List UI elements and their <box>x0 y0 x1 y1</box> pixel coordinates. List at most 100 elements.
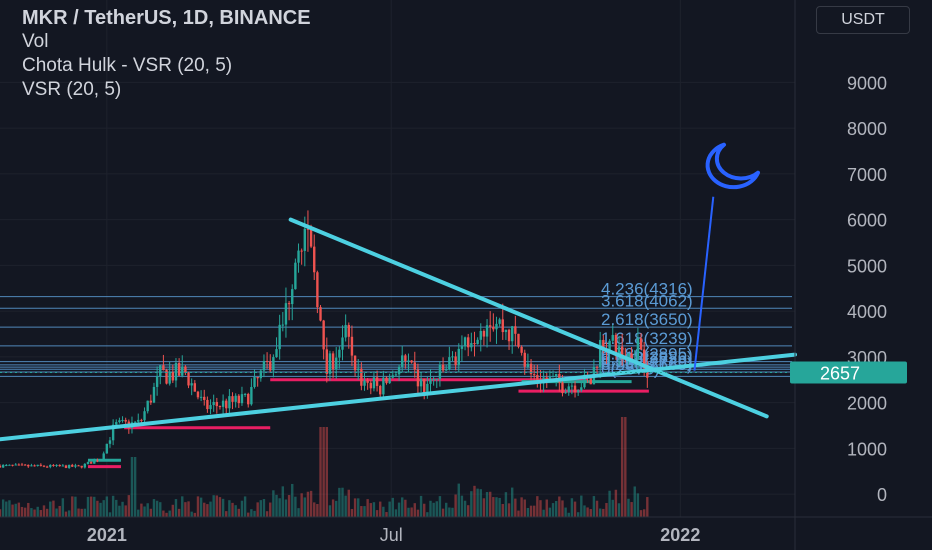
candle-body <box>89 462 93 464</box>
volume-bar <box>598 508 602 517</box>
volume-bar <box>303 497 307 517</box>
candle-body <box>488 325 492 327</box>
candle-body <box>303 228 307 251</box>
volume-bar <box>554 500 558 517</box>
volume-bar <box>322 427 325 517</box>
candle-body <box>501 319 504 333</box>
y-tick-label: 9000 <box>847 73 887 93</box>
candle-body <box>159 365 162 377</box>
volume-bar <box>168 510 171 517</box>
candle-body <box>460 346 464 349</box>
y-tick-label: 6000 <box>847 211 887 231</box>
volume-bar <box>564 507 567 517</box>
volume-bar <box>247 512 250 517</box>
candle-body <box>297 250 300 263</box>
candle-body <box>181 366 184 376</box>
volume-bar <box>278 498 281 517</box>
candle-body <box>225 400 228 409</box>
volume-bar <box>118 505 121 517</box>
volume-bar <box>165 512 168 517</box>
candle-body <box>347 324 350 337</box>
candle-body <box>184 366 187 373</box>
volume-bar <box>159 502 162 517</box>
trendline <box>0 352 797 442</box>
volume-bar <box>347 489 350 517</box>
candle-body <box>272 357 275 371</box>
volume-bar <box>614 489 618 517</box>
candle-body <box>545 377 548 381</box>
y-tick-label: 1000 <box>847 439 887 459</box>
currency-button[interactable]: USDT <box>816 6 910 34</box>
volume-bar <box>221 498 225 517</box>
crescent-moon-icon <box>705 142 761 190</box>
candle-body <box>71 464 74 467</box>
indicator-vol[interactable]: Vol <box>22 31 49 52</box>
volume-bar <box>102 500 105 517</box>
candle-body <box>20 464 24 466</box>
indicator-vsr[interactable]: VSR (20, 5) <box>22 79 122 100</box>
candle-body <box>567 386 570 393</box>
volume-bar <box>111 495 115 517</box>
volume-bar <box>589 509 592 517</box>
volume-bar <box>479 489 482 517</box>
time-axis[interactable]: 2021 Jul 2022 <box>0 516 932 545</box>
candle-body <box>190 383 193 386</box>
volume-bar <box>281 486 285 517</box>
candle-body <box>611 334 614 341</box>
volume-bar <box>228 500 231 517</box>
volume-bar <box>137 509 140 517</box>
volume-bar <box>313 502 316 517</box>
volume-bar <box>184 502 187 517</box>
candle-body <box>319 307 322 321</box>
volume-bar <box>627 498 630 517</box>
volume-bar <box>583 505 586 517</box>
candle-body <box>410 360 413 363</box>
candle-body <box>209 405 212 410</box>
candle-body <box>438 364 442 379</box>
volume-bar <box>23 507 27 517</box>
candle-body <box>287 303 291 305</box>
volume-bar <box>646 497 649 517</box>
candle-body <box>630 353 633 360</box>
volume-bar <box>605 503 608 517</box>
fib-label: 3.618(4062) <box>601 291 693 310</box>
volume-bar <box>545 499 548 517</box>
candle-body <box>23 464 27 466</box>
volume-bar <box>353 498 357 517</box>
indicator-chota-hulk[interactable]: Chota Hulk - VSR (20, 5) <box>22 55 233 76</box>
volume-bar <box>294 496 297 517</box>
volume-bar <box>108 512 112 517</box>
candle-body <box>215 401 219 407</box>
volume-bar <box>423 503 426 517</box>
candle-body <box>325 349 328 374</box>
volume-bar <box>454 494 457 517</box>
volume-bar <box>14 503 17 517</box>
symbol-title[interactable]: MKR / TetherUS, 1D, BINANCE <box>22 7 311 29</box>
volume-bar <box>642 509 646 517</box>
candle-body <box>203 396 206 400</box>
volume-bar <box>272 490 275 517</box>
candle-body <box>218 406 222 408</box>
candle-body <box>473 343 476 345</box>
volume-bar <box>181 496 184 517</box>
volume-bar <box>234 505 237 517</box>
volume-bar <box>592 496 596 517</box>
volume-bar <box>495 497 498 517</box>
volume-bar <box>536 496 539 517</box>
candle-body <box>11 464 14 466</box>
volume-bar <box>121 501 124 517</box>
y-tick-label: 8000 <box>847 119 887 139</box>
volume-bar <box>567 512 570 517</box>
y-tick-label: 5000 <box>847 256 887 276</box>
candle-body <box>143 411 146 421</box>
volume-bar <box>74 496 77 517</box>
candle-body <box>52 464 55 466</box>
volume-bar <box>231 502 234 517</box>
volume-bar <box>17 502 21 517</box>
volume-bar <box>193 512 197 517</box>
candle-body <box>121 419 124 421</box>
fib-label: 4.236(4316) <box>601 280 693 299</box>
candle-body <box>602 339 605 350</box>
